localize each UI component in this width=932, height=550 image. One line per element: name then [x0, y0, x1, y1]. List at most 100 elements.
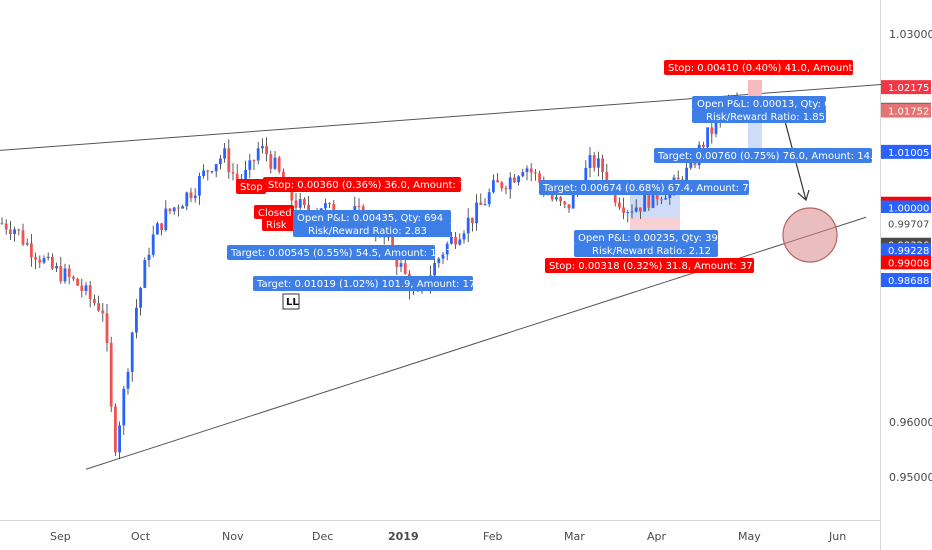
price-tag-6: 1.00000: [881, 200, 931, 215]
candle: [252, 159, 256, 171]
label-closed[interactable]: Closed: [254, 205, 294, 219]
svg-text:0.99707: 0.99707: [888, 220, 929, 231]
candle: [256, 141, 260, 165]
candle: [479, 193, 483, 206]
svg-text:Stop: 0.00318 (0.32%) 31.8, Am: Stop: 0.00318 (0.32%) 31.8, Amount: 37.5: [549, 261, 762, 272]
candle: [601, 154, 604, 180]
candle: [193, 188, 197, 203]
candle: [454, 232, 457, 250]
candle: [42, 255, 46, 265]
candle: [597, 151, 600, 177]
candle: [189, 187, 193, 203]
price-tag-8: 0.99707: [881, 216, 931, 231]
candle: [706, 127, 709, 151]
candle: [177, 204, 180, 217]
y-tick-0.960: 0.96000: [889, 416, 932, 429]
candle: [269, 150, 273, 174]
candle: [80, 278, 84, 298]
candle: [273, 151, 277, 171]
label-stop-may[interactable]: Stop: 0.00410 (0.40%) 41.0, Amount: 7.5: [664, 60, 875, 75]
y-tick-0.950: 0.95000: [889, 471, 932, 484]
svg-text:Stop: 0.00410 (0.40%) 41.0, Am: Stop: 0.00410 (0.40%) 41.0, Amount: 7.5: [668, 63, 875, 74]
label-ll[interactable]: LL: [282, 293, 300, 310]
candle: [185, 191, 189, 211]
candle: [466, 208, 470, 243]
trendline-upper[interactable]: [0, 83, 889, 151]
trade-labels[interactable]: Stop: 0.00410 (0.40%) 41.0, Amount: 7.5 …: [227, 60, 886, 310]
candle: [492, 174, 495, 194]
label-target-may[interactable]: Target: 0.00760 (0.75%) 76.0, Amount: 14…: [654, 148, 886, 163]
candle: [139, 286, 142, 316]
svg-text:1.01752: 1.01752: [888, 107, 929, 118]
candle: [219, 154, 222, 170]
candle: [592, 152, 596, 172]
candle: [559, 196, 562, 207]
candle: [97, 295, 100, 312]
candle: [109, 336, 113, 413]
candle: [135, 299, 138, 339]
candle: [59, 256, 63, 284]
candle: [38, 255, 42, 269]
candle: [172, 206, 176, 215]
candle: [34, 252, 37, 270]
price-tag-3: 1.01005: [881, 144, 931, 159]
target-zone-circle[interactable]: [782, 207, 838, 263]
label-stop-dec[interactable]: Stop: 0.00360 (0.36%) 36.0, Amount: 7.5: [263, 177, 475, 192]
label-risk[interactable]: Risk: [262, 218, 294, 231]
candle: [445, 241, 449, 261]
candle: [122, 386, 126, 435]
candle: [198, 172, 201, 205]
label-target-dec[interactable]: Target: 0.00545 (0.55%) 54.5, Amount: 15…: [227, 245, 459, 260]
label-rr-apr[interactable]: Risk/Reward Ratio: 2.12: [574, 243, 718, 257]
svg-text:Target: 0.01019 (1.02%) 101.9,: Target: 0.01019 (1.02%) 101.9, Amount: 1…: [256, 279, 491, 290]
candle: [437, 257, 441, 268]
candle: [84, 282, 88, 296]
candle: [487, 188, 491, 208]
label-stop-apr[interactable]: Stop: 0.00318 (0.32%) 31.8, Amount: 37.5: [545, 258, 762, 273]
candle: [630, 204, 634, 219]
candle: [357, 198, 361, 211]
svg-text:Open P&L: 0.00435, Qty: 694: Open P&L: 0.00435, Qty: 694: [297, 213, 443, 224]
x-tick-feb: Feb: [483, 530, 502, 543]
svg-text:Risk/Reward Ratio: 2.12: Risk/Reward Ratio: 2.12: [592, 246, 711, 257]
label-target-jan[interactable]: Target: 0.01019 (1.02%) 101.9, Amount: 1…: [253, 276, 491, 291]
candle: [508, 172, 512, 199]
price-tag-10: 0.99228: [881, 243, 931, 258]
candle: [105, 304, 109, 352]
label-rr-may[interactable]: Risk/Reward Ratio: 1.85: [692, 109, 826, 123]
label-stop-short[interactable]: Stop: [236, 179, 266, 194]
candle: [93, 294, 96, 306]
x-tick-sep: Sep: [50, 530, 71, 543]
x-tick-may: May: [738, 530, 761, 543]
candle: [475, 194, 478, 231]
svg-text:Stop: 0.00360 (0.36%) 36.0, Am: Stop: 0.00360 (0.36%) 36.0, Amount: 7.5: [268, 180, 475, 191]
candle: [433, 257, 436, 276]
candle: [626, 209, 630, 223]
candle: [13, 226, 16, 242]
svg-text:Risk/Reward Ratio: 1.85: Risk/Reward Ratio: 1.85: [706, 112, 825, 123]
long-target-zone: [630, 195, 680, 217]
label-target-apr[interactable]: Target: 0.00674 (0.68%) 67.4, Amount: 76…: [539, 180, 771, 195]
candle: [534, 168, 537, 181]
candle: [496, 173, 499, 183]
price-axis-ticks: 1.03000 0.96000 0.95000: [889, 28, 932, 484]
candle: [9, 220, 12, 240]
candle: [399, 257, 403, 273]
candle: [622, 197, 625, 220]
candle: [181, 204, 184, 209]
label-rr-dec[interactable]: Risk/Reward Ratio: 2.83: [293, 223, 451, 237]
candle: [458, 233, 462, 246]
candle: [118, 421, 121, 460]
label-openpl-apr[interactable]: Open P&L: 0.00235, Qty: 3930: [574, 230, 731, 244]
candle: [214, 163, 218, 178]
candle: [450, 231, 453, 245]
svg-text:Stop: Stop: [240, 182, 263, 193]
candle: [160, 223, 163, 236]
label-openpl-may[interactable]: Open P&L: 0.00013, Qty: 609: [692, 96, 843, 110]
candle: [634, 199, 638, 213]
svg-text:0.99228: 0.99228: [888, 246, 929, 257]
label-openpl-dec[interactable]: Open P&L: 0.00435, Qty: 694: [293, 210, 451, 224]
candle: [4, 219, 8, 235]
candle: [51, 253, 54, 271]
